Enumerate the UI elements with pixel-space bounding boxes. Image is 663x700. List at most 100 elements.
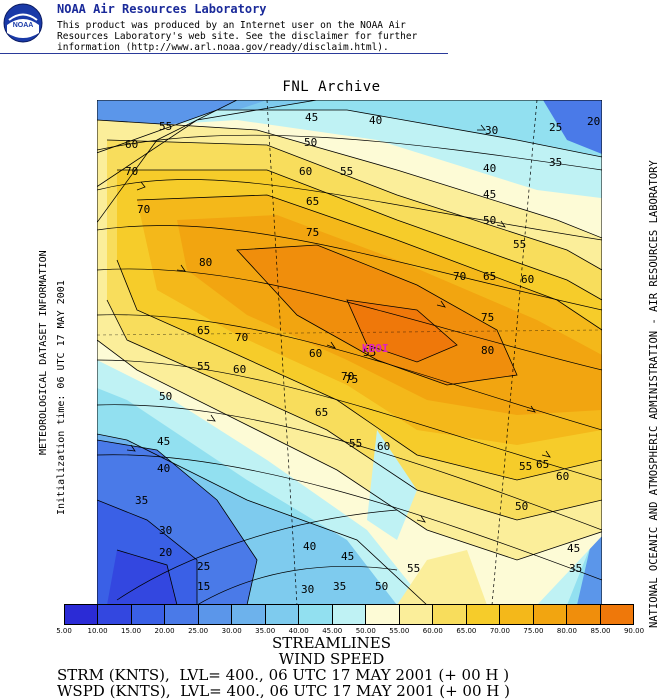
legend-streamlines: STREAMLINES [272,634,391,652]
colorbar-segment [499,604,533,625]
contour-labels: 55 45 40 30 25 20 60 50 55 70 35 70 60 65 40 80 45 75 50 55… [125,111,600,596]
colorbar-tick-labels: 5.00 10.00 15.00 20.00 25.00 30.00 35.00 40.00 4… [56,627,644,637]
contour-label: 55 [349,437,362,450]
contour-label: 30 [301,583,314,596]
colorbar-tick-label: 90.00 [623,627,645,635]
streamlines [97,100,602,605]
contour-label: 55 [407,562,420,575]
contour-label: 55 [513,238,526,251]
streamline-arrows [126,124,551,523]
wind-speed-map: 55 45 40 30 25 20 60 50 55 70 35 70 60 65 40 80 45 75 50 55… [97,100,602,605]
contour-label: 20 [587,115,600,128]
colorbar-segment [599,604,634,625]
contour-label: 60 [125,138,138,151]
contour-label: 40 [303,540,316,553]
contour-label: 25 [197,560,210,573]
colorbar-tick-label: 15.00 [121,627,142,635]
contour-label: 60 [521,273,534,286]
contour-label: 50 [483,214,496,227]
contour-label: 35 [333,580,346,593]
contour-label: 35 [135,494,148,507]
noaa-arl-vertical-label: NATIONAL OCEANIC AND ATMOSPHERIC ADMINIS… [648,160,660,628]
contour-label: 60 [556,470,569,483]
contour-label: 55 [197,360,210,373]
contour-label: 45 [157,435,170,448]
colorbar-tick-label: 80.00 [556,627,577,635]
dataset-info-label: METEOROLOGICAL DATASET INFORMATION [38,250,49,455]
colorbar-segment [465,604,500,625]
contour-label: 20 [159,546,172,559]
colorbar-tick-label: 55.00 [389,627,410,635]
wspd-info: WSPD (KNTS), LVL= 400., 06 UTC 17 MAY 20… [57,682,510,700]
contour-label: 50 [375,580,388,593]
colorbar-segment [130,604,165,625]
contour-label: 60 [309,347,322,360]
contour-label: 40 [157,462,170,475]
contour-label: 60 [377,440,390,453]
colorbar-tick-label: 20.00 [154,627,175,635]
contour-label: 60 [299,165,312,178]
contour-label: 65 [315,406,328,419]
colorbar-segment [264,604,299,625]
contour-label: 45 [305,111,318,124]
contour-label: 65 [197,324,210,337]
contour-label: 50 [515,500,528,513]
contour-label: 45 [483,188,496,201]
wind-speed-colorbar [64,604,634,625]
colorbar-segment [231,604,265,625]
colorbar-tick-label: 85.00 [590,627,611,635]
contour-label: 65 [536,458,549,471]
colorbar-tick-label: 25.00 [188,627,209,635]
legend-wind-speed: WIND SPEED [278,650,385,668]
contour-label: 80 [481,344,494,357]
contour-label: 25 [549,121,562,134]
contour-label: 40 [369,114,382,127]
contour-label: 35 [549,156,562,169]
colorbar-tick-label: 65.00 [456,627,477,635]
organization-title: NOAA Air Resources Laboratory [57,2,267,16]
colorbar-tick-label: 40.00 [288,627,309,635]
contour-label: 30 [485,124,498,137]
contour-label: 45 [341,550,354,563]
contour-label: 55 [519,460,532,473]
logo-text: NOAA [13,22,34,29]
strm-info: STRM (KNTS), LVL= 400., 06 UTC 17 MAY 20… [57,666,510,684]
contour-label: 55 [363,346,376,359]
contour-label: 50 [304,136,317,149]
contour-label: 65 [483,270,496,283]
contour-label: 70 [125,165,138,178]
colorbar-segment [532,604,567,625]
contour-label: 70 [235,331,248,344]
initialization-time-label: Initialization time: 06 UTC 17 MAY 2001 [56,280,67,515]
contour-label: 15 [197,580,210,593]
colorbar-tick-label: 5.00 [56,627,72,635]
colorbar-tick-label: 75.00 [523,627,544,635]
contour-label: 80 [199,256,212,269]
contour-label: 55 [340,165,353,178]
colorbar-tick-label: 50.00 [355,627,376,635]
contour-label: 75 [345,373,358,386]
contour-label: 70 [341,370,354,383]
colorbar-segment [331,604,366,625]
colorbar-segment [566,604,600,625]
contour-label: 30 [159,524,172,537]
contour-label: 65 [306,195,319,208]
colorbar-segment [432,604,466,625]
colorbar-segment [197,604,232,625]
noaa-logo: NOAA [3,3,43,43]
colorbar-tick-label: 35.00 [255,627,276,635]
disclaimer-text: This product was produced by an Internet… [57,20,418,53]
colorbar-tick-label: 10.00 [87,627,108,635]
colorbar-tick-label: 70.00 [489,627,510,635]
contour-label: 35 [569,562,582,575]
colorbar-segment [164,604,198,625]
header-divider [0,53,448,54]
colorbar-segment [365,604,399,625]
colorbar-tick-label: 30.00 [221,627,242,635]
colorbar-tick-label: 60.00 [422,627,443,635]
colorbar-segment [298,604,332,625]
contour-label: 75 [481,311,494,324]
colorbar-segment [97,604,131,625]
colorbar-segment [64,604,98,625]
contour-label: 45 [567,542,580,555]
